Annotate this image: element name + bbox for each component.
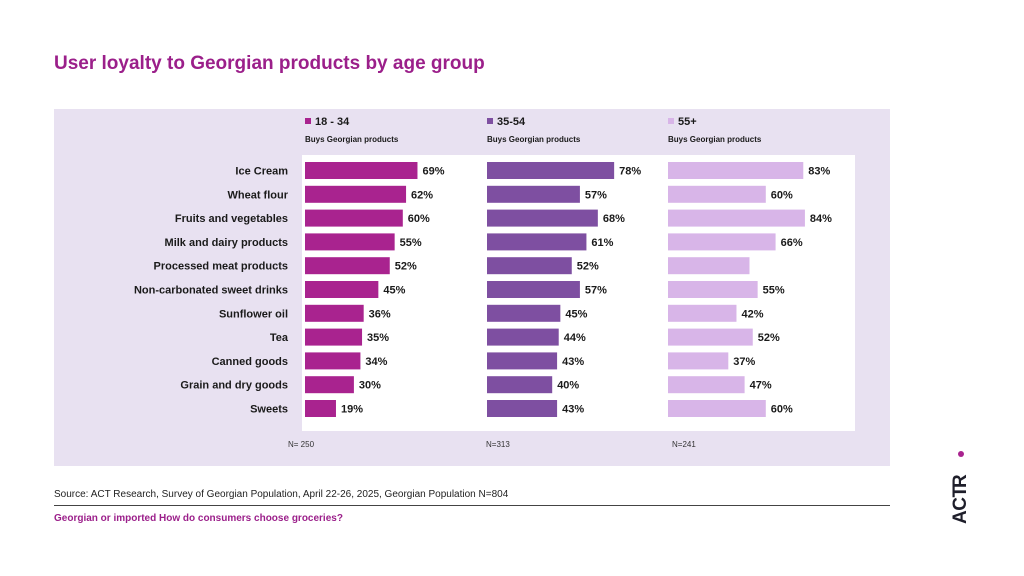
category-label: Fruits and vegetables xyxy=(175,213,288,225)
bar xyxy=(305,185,407,203)
category-label: Processed meat products xyxy=(154,261,289,273)
bar xyxy=(487,352,558,370)
category-label: Tea xyxy=(270,332,289,344)
bar xyxy=(487,400,558,417)
data-label: 47% xyxy=(750,380,772,392)
data-label: 60% xyxy=(408,213,430,225)
sample-size-label: N=241 xyxy=(672,440,696,449)
sample-size-label: N= 250 xyxy=(288,440,315,449)
act-logo: ACT R xyxy=(952,451,970,524)
svg-text:R: R xyxy=(952,474,970,488)
category-label: Non-carbonated sweet drinks xyxy=(134,285,288,297)
bar xyxy=(487,328,559,346)
bar xyxy=(305,209,403,227)
bar xyxy=(305,233,395,251)
data-label: 34% xyxy=(365,356,387,368)
bar xyxy=(668,209,805,227)
svg-text:ACT: ACT xyxy=(952,486,970,524)
bar xyxy=(305,304,364,322)
data-label: 40% xyxy=(557,380,579,392)
bar xyxy=(487,162,615,179)
data-label: 44% xyxy=(564,332,586,344)
category-label: Canned goods xyxy=(212,356,288,368)
bar xyxy=(668,352,729,370)
data-label: 42% xyxy=(741,308,763,320)
series-name: 35-54 xyxy=(497,116,526,128)
data-label: 52% xyxy=(758,332,780,344)
data-label: 61% xyxy=(591,237,613,249)
category-label: Ice Cream xyxy=(235,166,288,178)
data-label: 62% xyxy=(411,189,433,201)
bar xyxy=(305,257,390,275)
bar xyxy=(668,400,766,417)
sample-size-label: N=313 xyxy=(486,440,510,449)
bar xyxy=(305,281,379,298)
bar xyxy=(487,209,598,227)
data-label: 45% xyxy=(383,285,405,297)
bar xyxy=(305,352,361,370)
bar xyxy=(487,304,561,322)
bar xyxy=(305,400,336,417)
series-subtitle: Buys Georgian products xyxy=(668,135,762,144)
data-label: 69% xyxy=(422,166,444,178)
page-title: User loyalty to Georgian products by age… xyxy=(54,53,485,74)
data-label: 66% xyxy=(781,237,803,249)
data-label: 45% xyxy=(565,308,587,320)
legend-swatch xyxy=(487,118,493,124)
data-label: 60% xyxy=(771,404,793,416)
bar xyxy=(487,281,580,298)
bar xyxy=(487,376,553,394)
bar xyxy=(487,257,572,275)
bar xyxy=(668,257,750,275)
series-subtitle: Buys Georgian products xyxy=(487,135,581,144)
bar xyxy=(668,328,753,346)
bar xyxy=(668,376,745,394)
data-label: 60% xyxy=(771,189,793,201)
data-label: 30% xyxy=(359,380,381,392)
category-label: Sunflower oil xyxy=(219,308,288,320)
data-label: 37% xyxy=(733,356,755,368)
bar xyxy=(668,185,766,203)
bar xyxy=(668,162,804,179)
data-label: 36% xyxy=(369,308,391,320)
series-name: 55+ xyxy=(678,116,697,128)
data-label: 43% xyxy=(562,356,584,368)
data-label: 55% xyxy=(763,285,785,297)
data-label: 52% xyxy=(577,261,599,273)
data-label: 57% xyxy=(585,285,607,297)
bar xyxy=(305,162,418,179)
data-label: 55% xyxy=(400,237,422,249)
legend-swatch xyxy=(305,118,311,124)
data-label: 78% xyxy=(619,166,641,178)
data-label: 35% xyxy=(367,332,389,344)
legend-swatch xyxy=(668,118,674,124)
data-label: 83% xyxy=(808,166,830,178)
footer-title: Georgian or imported How do consumers ch… xyxy=(54,513,343,524)
category-label: Sweets xyxy=(250,404,288,416)
bar xyxy=(487,185,580,203)
series-subtitle: Buys Georgian products xyxy=(305,135,399,144)
data-label: 43% xyxy=(562,404,584,416)
category-label: Grain and dry goods xyxy=(180,380,288,392)
data-label: 84% xyxy=(810,213,832,225)
data-label: 52% xyxy=(395,261,417,273)
data-label: 57% xyxy=(585,189,607,201)
category-label: Wheat flour xyxy=(228,189,289,201)
data-label: 19% xyxy=(341,404,363,416)
series-name: 18 - 34 xyxy=(315,116,350,128)
category-label: Milk and dairy products xyxy=(165,237,288,249)
source-note: Source: ACT Research, Survey of Georgian… xyxy=(54,489,509,500)
bar xyxy=(305,328,363,346)
data-label: 68% xyxy=(603,213,625,225)
bar xyxy=(305,376,354,394)
bar xyxy=(668,233,776,251)
bar xyxy=(487,233,587,251)
divider xyxy=(54,505,890,506)
bar xyxy=(668,304,737,322)
bar xyxy=(668,281,758,298)
